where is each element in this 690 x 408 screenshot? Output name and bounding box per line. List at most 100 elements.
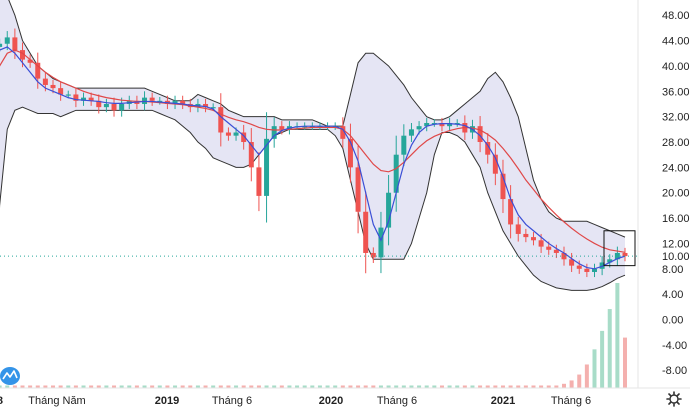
volume-bar	[317, 385, 322, 388]
candle-body	[50, 84, 56, 89]
volume-bar	[249, 385, 254, 388]
candle-body	[225, 132, 231, 136]
volume-bar	[226, 385, 231, 388]
tradingview-mountain-icon[interactable]	[0, 367, 20, 385]
volume-bar	[455, 385, 460, 388]
volume-bar	[5, 385, 10, 388]
volume-bar	[0, 385, 2, 388]
y-tick-label: -8.00	[662, 365, 687, 377]
candle-body	[271, 126, 277, 139]
volume-bar	[81, 385, 86, 388]
volume-bar	[241, 385, 246, 388]
x-tick-label: Tháng 6	[551, 395, 591, 407]
volume-bar	[165, 385, 170, 388]
volume-bar	[264, 385, 269, 388]
volume-bar	[234, 385, 239, 388]
volume-bar	[279, 385, 284, 388]
candle-body	[0, 43, 3, 47]
volume-bar	[516, 385, 521, 388]
candle-body	[553, 249, 559, 253]
y-tick-label: -4.00	[662, 340, 687, 352]
highlight-box	[603, 230, 636, 267]
candle-body	[408, 129, 414, 136]
y-axis: 48.00 44.00 40.00 36.00 32.00 28.00 24.00 20.00…	[637, 0, 690, 388]
volume-bar	[378, 385, 383, 388]
volume-bar	[592, 349, 597, 388]
y-tick-label: 48.00	[662, 10, 690, 22]
volume-bar	[51, 385, 56, 388]
candle-body	[27, 59, 33, 63]
volume-bar	[295, 385, 300, 388]
volume-bar	[188, 385, 193, 388]
y-tick-label: 40.00	[662, 61, 690, 73]
candle-body	[386, 192, 392, 228]
candle-body	[515, 224, 521, 234]
volume-bar	[561, 383, 566, 388]
price-tag-label: 10.00	[662, 251, 690, 263]
volume-bar	[119, 385, 124, 388]
volume-bar	[371, 385, 376, 388]
candle-body	[530, 237, 536, 241]
volume-bar	[173, 385, 178, 388]
volume-bar	[569, 380, 574, 388]
volume-bar	[546, 385, 551, 388]
candle-body	[477, 126, 483, 143]
volume-bar	[134, 385, 139, 388]
volume-bar	[417, 385, 422, 388]
candle-body	[81, 97, 87, 101]
volume-bar	[600, 330, 605, 388]
candle-body	[20, 50, 26, 60]
candle-body	[218, 107, 224, 133]
volume-bar	[615, 283, 620, 388]
candle-body	[447, 122, 453, 127]
candle-body	[538, 240, 544, 247]
candle-body	[431, 122, 437, 125]
candle-body	[591, 268, 597, 272]
volume-bar	[142, 385, 147, 388]
y-tick-label: 8.00	[662, 264, 683, 276]
volume-bar	[531, 385, 536, 388]
candle-body	[88, 97, 94, 101]
volume-bar	[310, 385, 315, 388]
candle-body	[485, 142, 491, 155]
volume-bar	[394, 385, 399, 388]
candle-body	[58, 88, 64, 95]
x-tick-label: 8	[0, 395, 3, 407]
candle-body	[103, 103, 109, 108]
volume-bar	[584, 364, 589, 388]
candle-body	[340, 126, 346, 139]
bollinger-band	[0, 0, 626, 291]
volume-bar	[493, 385, 498, 388]
candle-body	[210, 107, 216, 109]
candle-body	[96, 100, 102, 108]
volume-bar	[409, 385, 414, 388]
x-axis: 8 Tháng Năm 2019 Tháng 6 2020 Tháng 6 2021 Thán…	[0, 387, 690, 407]
volume-bar	[607, 309, 612, 388]
candle-body	[393, 154, 399, 193]
lower-band-line	[0, 106, 626, 291]
gear-icon[interactable]	[666, 391, 682, 407]
volume-bar	[180, 385, 185, 388]
candle-body	[12, 37, 18, 51]
volume-bar	[104, 385, 109, 388]
moving-averages	[0, 46, 626, 270]
volume-bar	[554, 385, 559, 388]
volume-bar	[256, 385, 261, 388]
candle-body	[241, 132, 247, 143]
x-tick-label: Tháng Năm	[28, 395, 85, 407]
candle-body	[622, 252, 628, 257]
candle-body	[233, 132, 239, 136]
band-fill	[0, 0, 625, 291]
volume-bar	[35, 385, 40, 388]
volume-bar	[325, 385, 330, 388]
candle-body	[401, 135, 407, 155]
volume-bar	[127, 385, 132, 388]
volume-bar	[112, 385, 117, 388]
candle-body	[370, 252, 376, 258]
candle-body	[454, 122, 460, 125]
candle-body	[180, 100, 186, 104]
price-tag-bg	[654, 248, 690, 265]
candle-body	[203, 103, 209, 108]
